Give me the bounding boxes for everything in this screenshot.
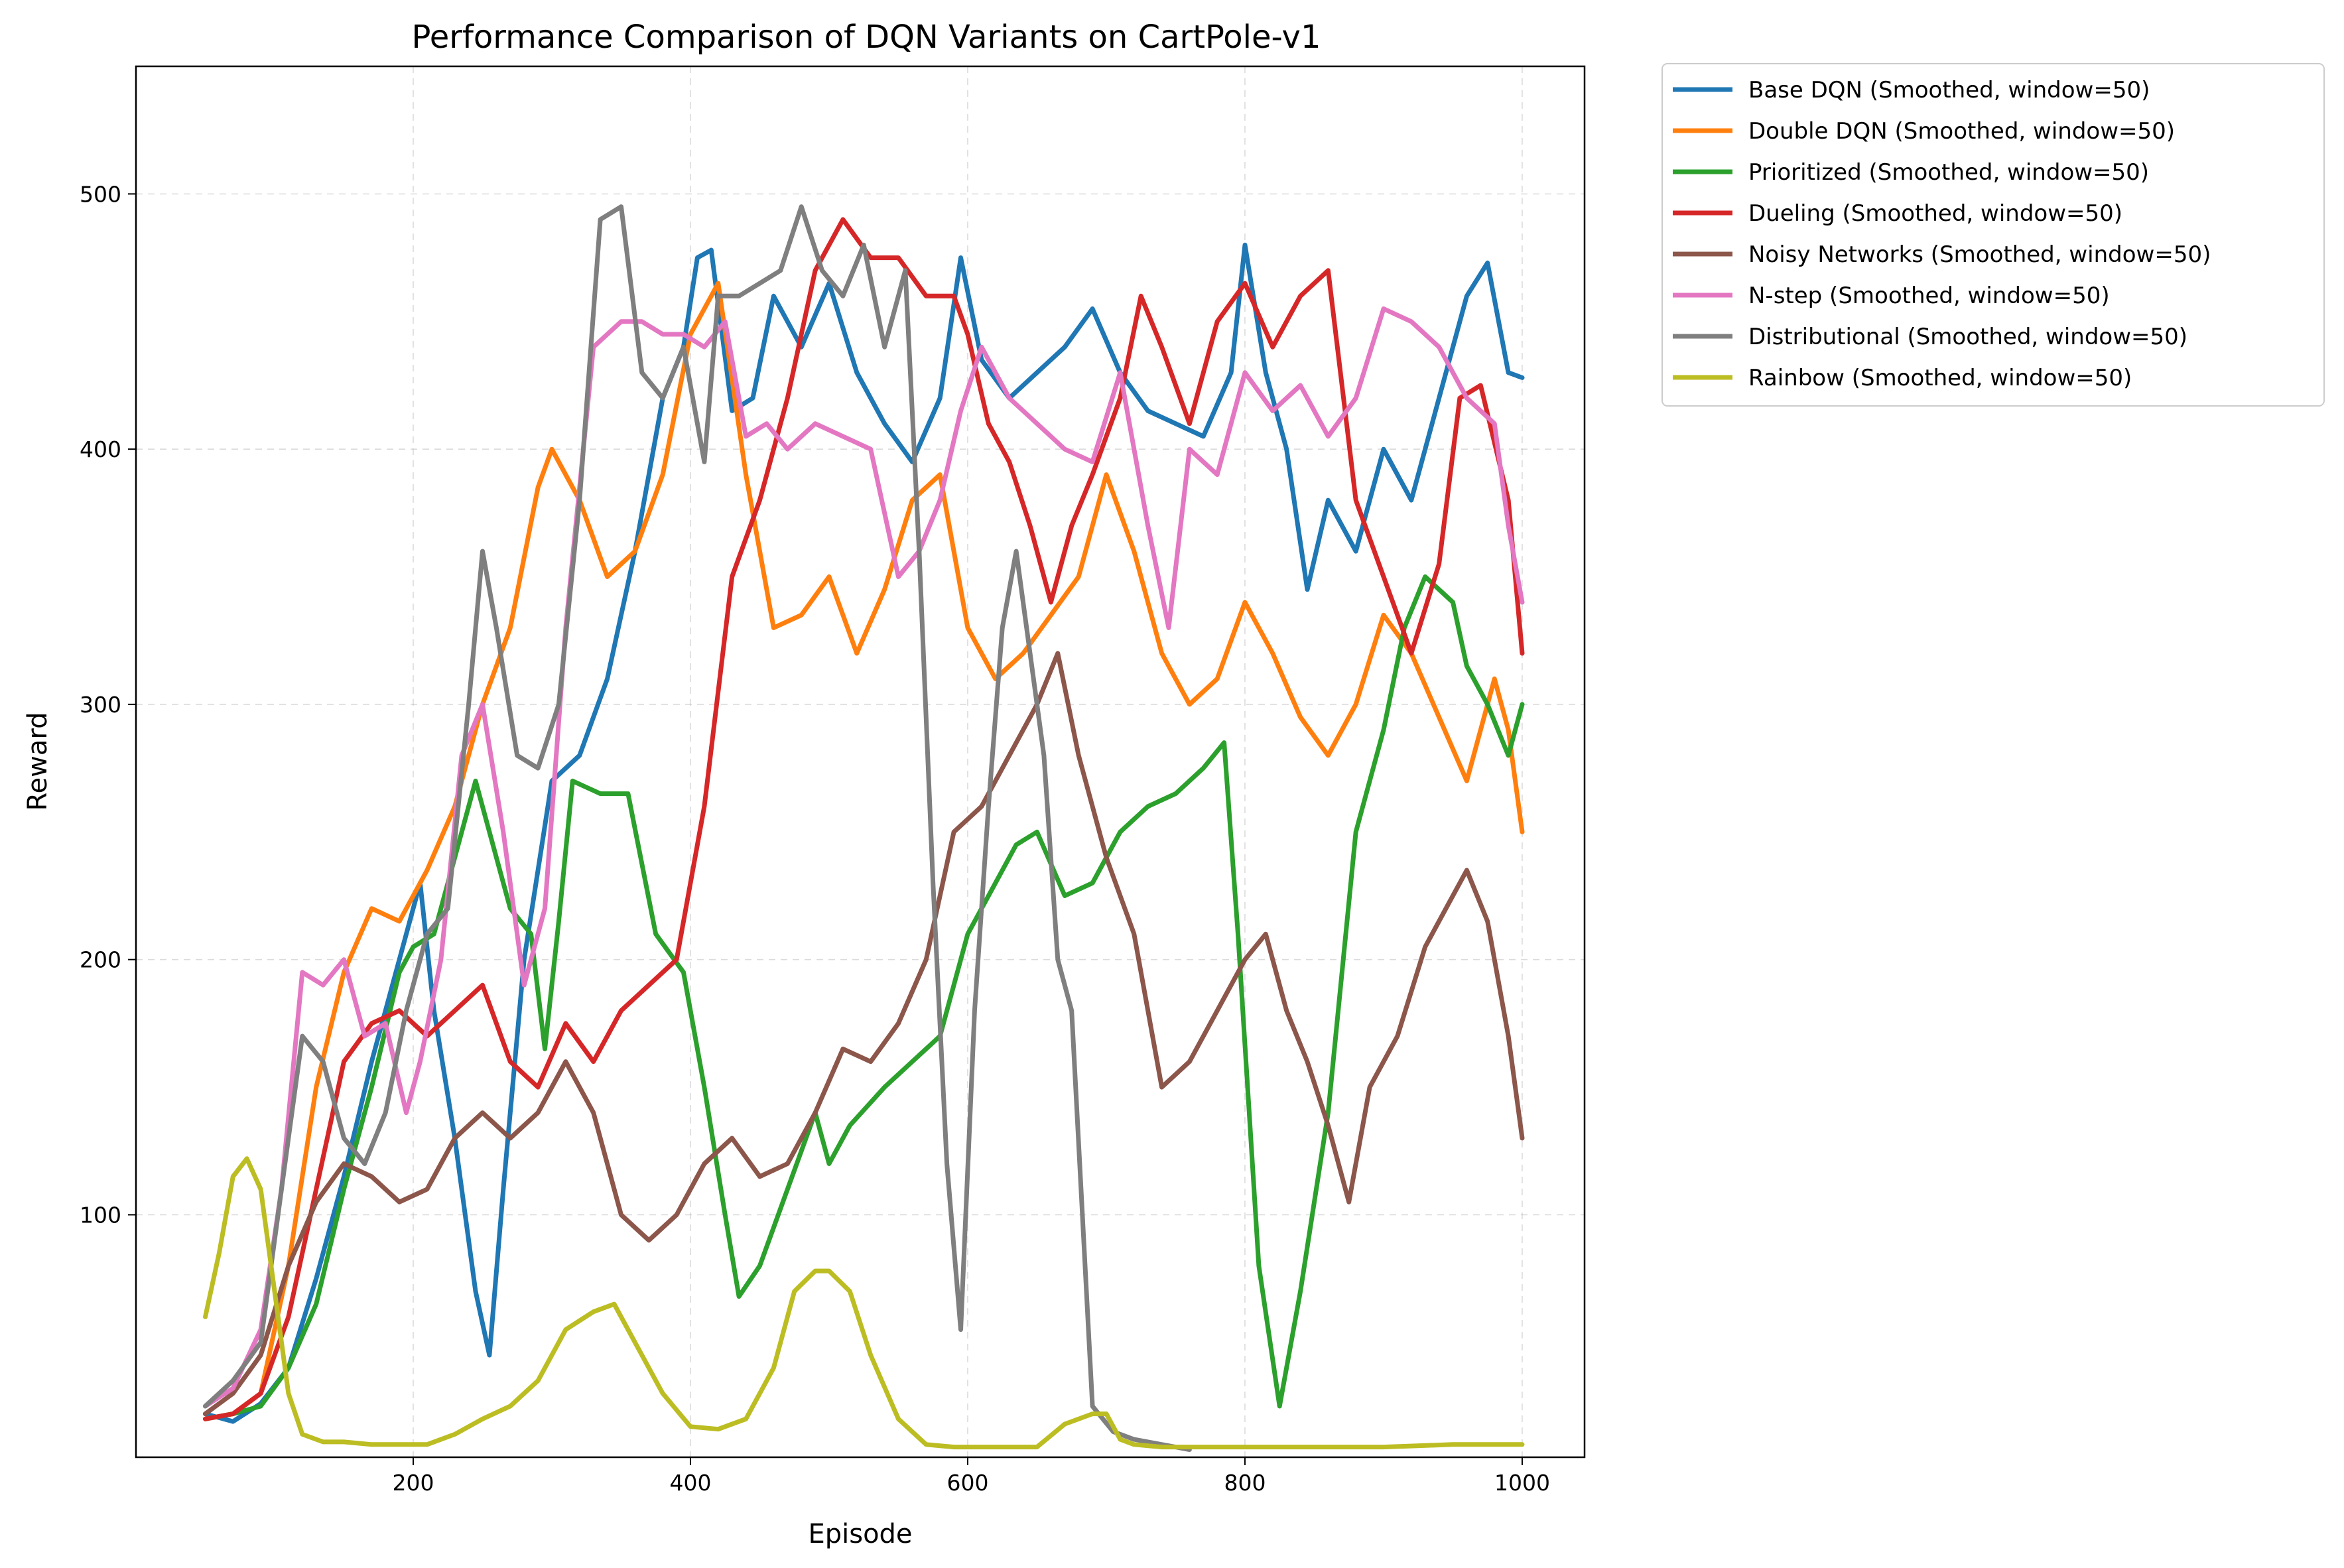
series-line-3 xyxy=(203,217,1525,1421)
legend-entry-4: Noisy Networks (Smoothed, window=50) xyxy=(1748,241,2211,268)
plot-frame xyxy=(135,65,1586,1459)
legend-entry-7: Rainbow (Smoothed, window=50) xyxy=(1748,365,2132,391)
legend: Base DQN (Smoothed, window=50) Double DQN… xyxy=(1661,63,2325,407)
x-tick-label: 800 xyxy=(1224,1470,1266,1496)
series-line-1 xyxy=(203,281,1525,1421)
legend-frame xyxy=(1661,63,2325,407)
legend-entry-5: N-step (Smoothed, window=50) xyxy=(1748,283,2110,309)
series-lines xyxy=(203,204,1525,1452)
series-line-7 xyxy=(203,1156,1525,1450)
legend-entry-0: Base DQN (Smoothed, window=50) xyxy=(1748,77,2150,103)
legend-entry-3: Dueling (Smoothed, window=50) xyxy=(1748,200,2122,227)
series-line-4 xyxy=(203,651,1525,1417)
series-line-0 xyxy=(203,242,1525,1424)
y-tick-label: 100 xyxy=(80,1202,121,1228)
series-line-2 xyxy=(203,574,1525,1421)
series-line-5 xyxy=(203,306,1525,1409)
legend-entry-1: Double DQN (Smoothed, window=50) xyxy=(1748,118,2175,145)
series-line-6 xyxy=(203,204,1192,1452)
x-tick-label: 200 xyxy=(392,1470,434,1496)
y-tick-label: 300 xyxy=(80,692,121,718)
y-axis-label: Reward xyxy=(23,712,53,811)
legend-entry-6: Distributional (Smoothed, window=50) xyxy=(1748,324,2187,350)
axis-ticks: 200 400 600 800 1000 100 200 300 400 500 xyxy=(80,181,1550,1496)
x-tick-label: 600 xyxy=(946,1470,988,1496)
y-tick-label: 500 xyxy=(80,181,121,207)
x-tick-label: 400 xyxy=(669,1470,711,1496)
y-tick-label: 400 xyxy=(80,436,121,462)
x-axis-label: Episode xyxy=(808,1519,912,1549)
x-tick-label: 1000 xyxy=(1494,1470,1550,1496)
chart-title: Performance Comparison of DQN Variants o… xyxy=(412,19,1321,56)
y-tick-label: 200 xyxy=(80,947,121,973)
legend-entry-2: Prioritized (Smoothed, window=50) xyxy=(1748,159,2149,186)
